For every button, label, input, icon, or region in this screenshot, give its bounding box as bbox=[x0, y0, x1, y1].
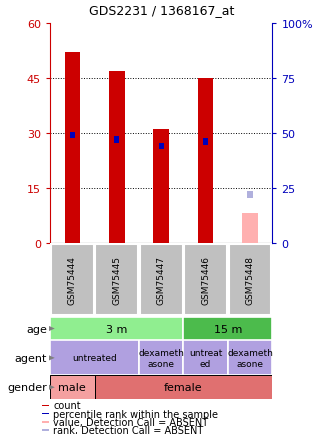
Text: untreat
ed: untreat ed bbox=[189, 349, 222, 368]
Bar bbox=[183, 317, 272, 341]
Bar bbox=[42, 429, 49, 431]
Bar bbox=[114, 137, 120, 143]
Bar bbox=[109, 71, 125, 243]
Bar bbox=[69, 132, 75, 139]
Bar bbox=[139, 341, 183, 375]
Polygon shape bbox=[49, 326, 55, 332]
Text: 15 m: 15 m bbox=[214, 324, 242, 334]
Polygon shape bbox=[49, 355, 55, 361]
Bar bbox=[42, 413, 49, 414]
Bar bbox=[229, 244, 271, 316]
Text: untreated: untreated bbox=[72, 354, 117, 362]
Text: gender: gender bbox=[7, 382, 47, 392]
Bar bbox=[42, 421, 49, 423]
Bar bbox=[247, 191, 253, 198]
Bar bbox=[183, 341, 228, 375]
Text: female: female bbox=[164, 382, 203, 392]
Text: GSM75448: GSM75448 bbox=[246, 256, 254, 304]
Polygon shape bbox=[49, 385, 55, 390]
Bar bbox=[51, 244, 94, 316]
Bar bbox=[158, 143, 164, 150]
Bar bbox=[153, 130, 169, 243]
Bar bbox=[50, 341, 139, 375]
Text: dexameth
asone: dexameth asone bbox=[227, 349, 273, 368]
Text: age: age bbox=[26, 324, 47, 334]
Text: dexameth
asone: dexameth asone bbox=[138, 349, 184, 368]
Text: value, Detection Call = ABSENT: value, Detection Call = ABSENT bbox=[54, 417, 208, 427]
Text: GDS2231 / 1368167_at: GDS2231 / 1368167_at bbox=[89, 4, 234, 17]
Bar bbox=[64, 53, 80, 243]
Bar bbox=[203, 139, 208, 145]
Bar bbox=[95, 244, 138, 316]
Text: GSM75444: GSM75444 bbox=[68, 256, 77, 304]
Text: GSM75447: GSM75447 bbox=[157, 256, 166, 304]
Bar bbox=[198, 79, 213, 243]
Text: rank, Detection Call = ABSENT: rank, Detection Call = ABSENT bbox=[54, 425, 204, 434]
Bar bbox=[184, 244, 227, 316]
Bar bbox=[42, 404, 49, 406]
Text: male: male bbox=[59, 382, 86, 392]
Text: GSM75445: GSM75445 bbox=[112, 256, 121, 304]
Text: agent: agent bbox=[15, 353, 47, 363]
Text: percentile rank within the sample: percentile rank within the sample bbox=[54, 409, 218, 419]
Text: GSM75446: GSM75446 bbox=[201, 256, 210, 304]
Bar bbox=[228, 341, 272, 375]
Bar bbox=[50, 317, 183, 341]
Bar bbox=[50, 375, 95, 399]
Text: count: count bbox=[54, 401, 81, 411]
Bar bbox=[242, 214, 258, 243]
Bar bbox=[140, 244, 182, 316]
Text: 3 m: 3 m bbox=[106, 324, 127, 334]
Bar bbox=[95, 375, 272, 399]
